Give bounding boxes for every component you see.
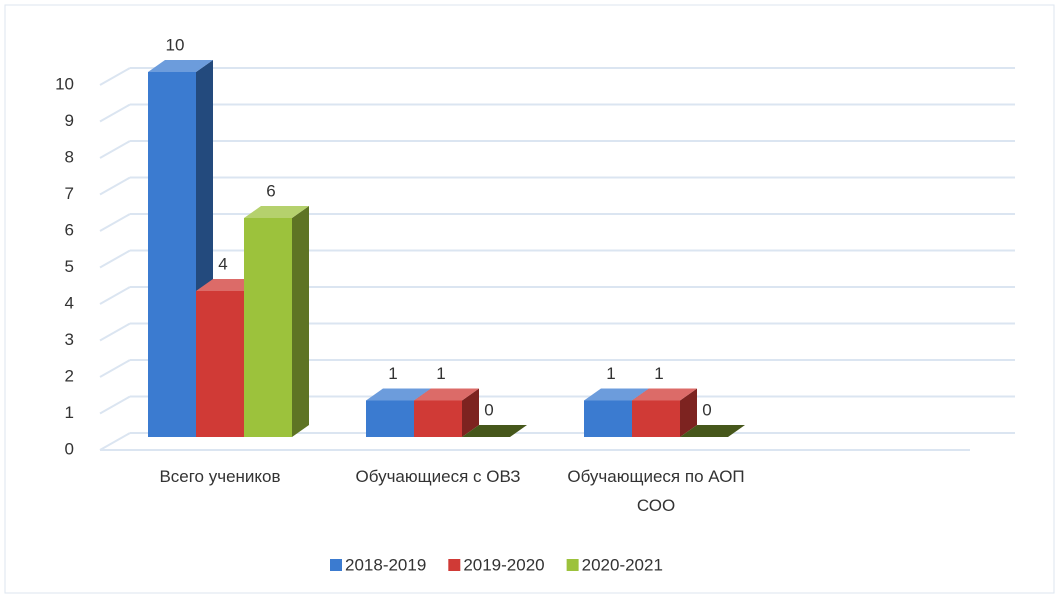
bar-top <box>632 388 697 401</box>
x-tick-label: Обучающиеся с ОВЗ <box>355 467 520 486</box>
grid-line <box>99 432 131 451</box>
bar <box>680 425 745 437</box>
grid-line <box>99 322 131 342</box>
x-tick-line: Обучающиеся по АОП <box>567 467 744 486</box>
bar-top <box>462 425 527 437</box>
bar-top <box>584 388 649 401</box>
x-tick-label: Обучающиеся по АОП СОО <box>567 467 744 515</box>
x-tick-line: Обучающиеся с ОВЗ <box>355 467 520 486</box>
y-tick-label: 5 <box>65 257 74 276</box>
value-label: 1 <box>436 364 445 383</box>
bar <box>244 206 309 437</box>
bar-top <box>244 206 309 218</box>
legend-label: 2018-2019 <box>345 555 426 574</box>
y-tick-label: 10 <box>55 74 74 93</box>
value-label: 4 <box>218 254 227 273</box>
bar <box>148 60 213 437</box>
value-label: 10 <box>166 35 185 54</box>
y-tick-label: 3 <box>65 330 74 349</box>
legend-swatch <box>330 559 342 571</box>
value-label: 1 <box>388 364 397 383</box>
legend-label: 2020-2021 <box>582 555 663 574</box>
grid-line <box>99 103 131 123</box>
value-label: 0 <box>484 400 493 419</box>
y-tick-label: 1 <box>65 403 74 422</box>
legend-label: 2019-2020 <box>463 555 544 574</box>
bar-top <box>148 60 213 72</box>
bar-front <box>366 400 414 437</box>
bar <box>414 388 479 437</box>
value-label: 0 <box>702 400 711 419</box>
grid-line <box>99 249 131 269</box>
bar <box>462 425 527 437</box>
grid-line <box>99 395 131 415</box>
bar <box>632 388 697 437</box>
y-tick-label: 0 <box>65 439 74 458</box>
value-label: 6 <box>266 181 275 200</box>
y-tick-label: 6 <box>65 220 74 239</box>
grid-line <box>99 176 131 196</box>
grid-line <box>99 359 131 378</box>
bar-front <box>584 400 632 437</box>
grid-line <box>99 67 131 86</box>
bar-front <box>632 400 680 437</box>
bar-top <box>680 425 745 437</box>
bar-front <box>148 72 196 437</box>
bar-side <box>462 388 479 437</box>
y-tick-label: 9 <box>65 111 74 130</box>
x-tick-label: Всего учеников <box>159 467 280 486</box>
bar-side <box>292 206 309 437</box>
y-tick-label: 4 <box>65 293 74 312</box>
bar-front <box>244 218 292 437</box>
bar-top <box>366 388 431 401</box>
y-tick-label: 7 <box>65 184 74 203</box>
grid-line <box>99 213 131 232</box>
grid-line <box>99 140 131 159</box>
bar-front <box>196 291 244 437</box>
x-tick-line: Всего учеников <box>159 467 280 486</box>
value-label: 1 <box>606 364 615 383</box>
bar-front <box>414 400 462 437</box>
y-tick-label: 8 <box>65 147 74 166</box>
x-tick-line: СОО <box>637 496 675 515</box>
legend-swatch <box>448 559 461 571</box>
bar-top <box>414 388 479 401</box>
grid-line <box>99 286 131 305</box>
value-label: 1 <box>654 364 663 383</box>
bar-side <box>680 388 697 437</box>
legend-swatch <box>566 559 579 571</box>
y-tick-label: 2 <box>65 366 74 385</box>
